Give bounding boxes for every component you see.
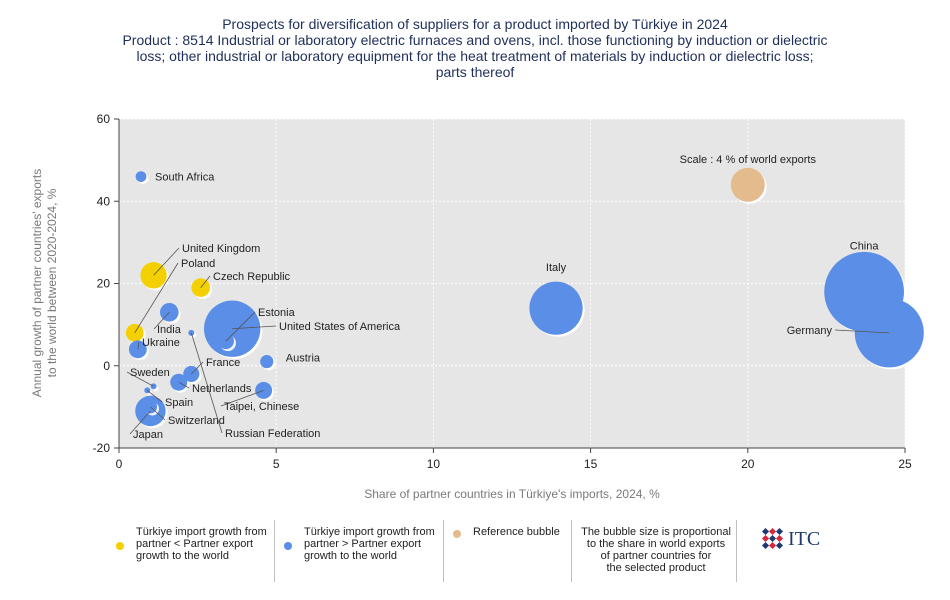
axis-layer: 0 5 10 15 20 25 -20 0 20 40 60 [93, 112, 912, 471]
leader-line [190, 332, 223, 434]
x-axis-title: Share of partner countries in Türkiye's … [364, 487, 660, 501]
reference-bubble [730, 167, 765, 202]
bubble-label: United States of America [279, 321, 401, 333]
legend-2-line-2: partner > Partner export [304, 538, 422, 550]
y-tick-label: 60 [97, 112, 111, 126]
legend: Türkiye import growth from partner < Par… [106, 520, 846, 582]
itc-logo: ITC [760, 526, 830, 552]
leader-line [147, 390, 163, 403]
bubble-label: Sweden [130, 367, 170, 379]
leader-line [200, 275, 211, 288]
leader-line [178, 381, 190, 389]
legend-4-line-3: of partner countries for [600, 550, 712, 562]
x-tick-label: 10 [427, 457, 441, 471]
label-layer: Scale : 4 % of world exports China Germany… [126, 154, 890, 441]
reference-bubble-label: Scale : 4 % of world exports [680, 154, 817, 166]
legend-4-line-4: the selected product [606, 562, 706, 574]
bubble-label: Russian Federation [225, 428, 320, 440]
leader-line [220, 390, 264, 407]
bubble-label: Taipei, Chinese [224, 401, 299, 413]
legend-1-line-3: growth to the world [136, 550, 229, 562]
bubble-label: France [206, 357, 240, 369]
legend-divider [571, 520, 572, 582]
leader-line [134, 262, 179, 334]
legend-4-line-2: to the share in world exports [586, 538, 726, 550]
x-tick-label: 25 [898, 457, 912, 471]
legend-1-line-2: partner < Partner export [136, 538, 254, 550]
bubble-label: Czech Republic [213, 271, 291, 283]
bubble-layer [125, 167, 926, 429]
x-tick-label: 0 [116, 457, 123, 471]
x-tick-label: 20 [741, 457, 755, 471]
leader-line [153, 312, 170, 330]
title-line-1: Prospects for diversification of supplie… [222, 16, 728, 32]
leader-line [129, 410, 151, 435]
leader-line [232, 325, 277, 330]
bubble-label: United Kingdom [182, 243, 260, 255]
reference-dot-icon [453, 530, 461, 538]
title-line-4: parts thereof [435, 64, 515, 80]
bubble-label: Japan [133, 429, 163, 441]
leader-line [225, 311, 256, 342]
bubble-label: China [850, 241, 880, 253]
leader-line [153, 247, 180, 276]
y-tick-label: -20 [93, 441, 111, 455]
title-line-2: Product : 8514 Industrial or laboratory … [122, 32, 828, 48]
leader-line [150, 406, 166, 421]
y-axis-title-line-1: Annual growth of partner countries' expo… [30, 169, 44, 397]
legend-1-line-1: Türkiye import growth from [136, 526, 267, 538]
bubble-austria[interactable] [260, 355, 274, 369]
itc-logo-icon [761, 527, 784, 550]
leader-line [126, 371, 154, 387]
legend-2-line-1: Türkiye import growth from [304, 526, 435, 538]
bubble-label: Ukraine [142, 337, 180, 349]
bubble-italy[interactable] [529, 281, 583, 335]
y-axis-title-line-2: to the world between 2020-2024, % [45, 188, 59, 377]
leader-line [834, 329, 890, 334]
legend-divider [274, 520, 275, 582]
bubble-label: Netherlands [192, 383, 252, 395]
bubble-label: South Africa [155, 172, 215, 184]
bubble-india[interactable] [159, 302, 179, 322]
yellow-dot-icon [116, 542, 124, 550]
x-tick-label: 15 [584, 457, 598, 471]
bubble-label: Estonia [258, 307, 296, 319]
x-tick-label: 5 [273, 457, 280, 471]
chart-title: Prospects for diversification of supplie… [0, 16, 950, 80]
bubble-label: Spain [165, 397, 193, 409]
y-tick-label: 0 [103, 359, 110, 373]
legend-2-line-3: growth to the world [304, 550, 397, 562]
y-tick-label: 20 [97, 277, 111, 291]
leader-line [137, 341, 140, 350]
legend-4-line-1: The bubble size is proportional [581, 526, 731, 538]
y-tick-label: 40 [97, 194, 111, 208]
legend-divider [443, 520, 444, 582]
legend-divider [736, 520, 737, 582]
legend-3-label: Reference bubble [473, 526, 560, 538]
title-line-3: loss; other industrial or laboratory equ… [136, 48, 814, 64]
itc-logo-text: ITC [788, 528, 821, 550]
bubble-label: Italy [546, 262, 567, 274]
bubble-south-africa[interactable] [135, 171, 147, 182]
bubble-label: Germany [787, 325, 833, 337]
bubble-label: Switzerland [168, 415, 225, 427]
bubble-label: Austria [286, 353, 321, 365]
bubble-label: Poland [181, 258, 215, 270]
bubble-chart: 0 5 10 15 20 25 -20 0 20 40 60 Scale : 4 % of worl… [30, 112, 926, 501]
bubble-label: India [157, 324, 182, 336]
blue-dot-icon [284, 542, 292, 550]
